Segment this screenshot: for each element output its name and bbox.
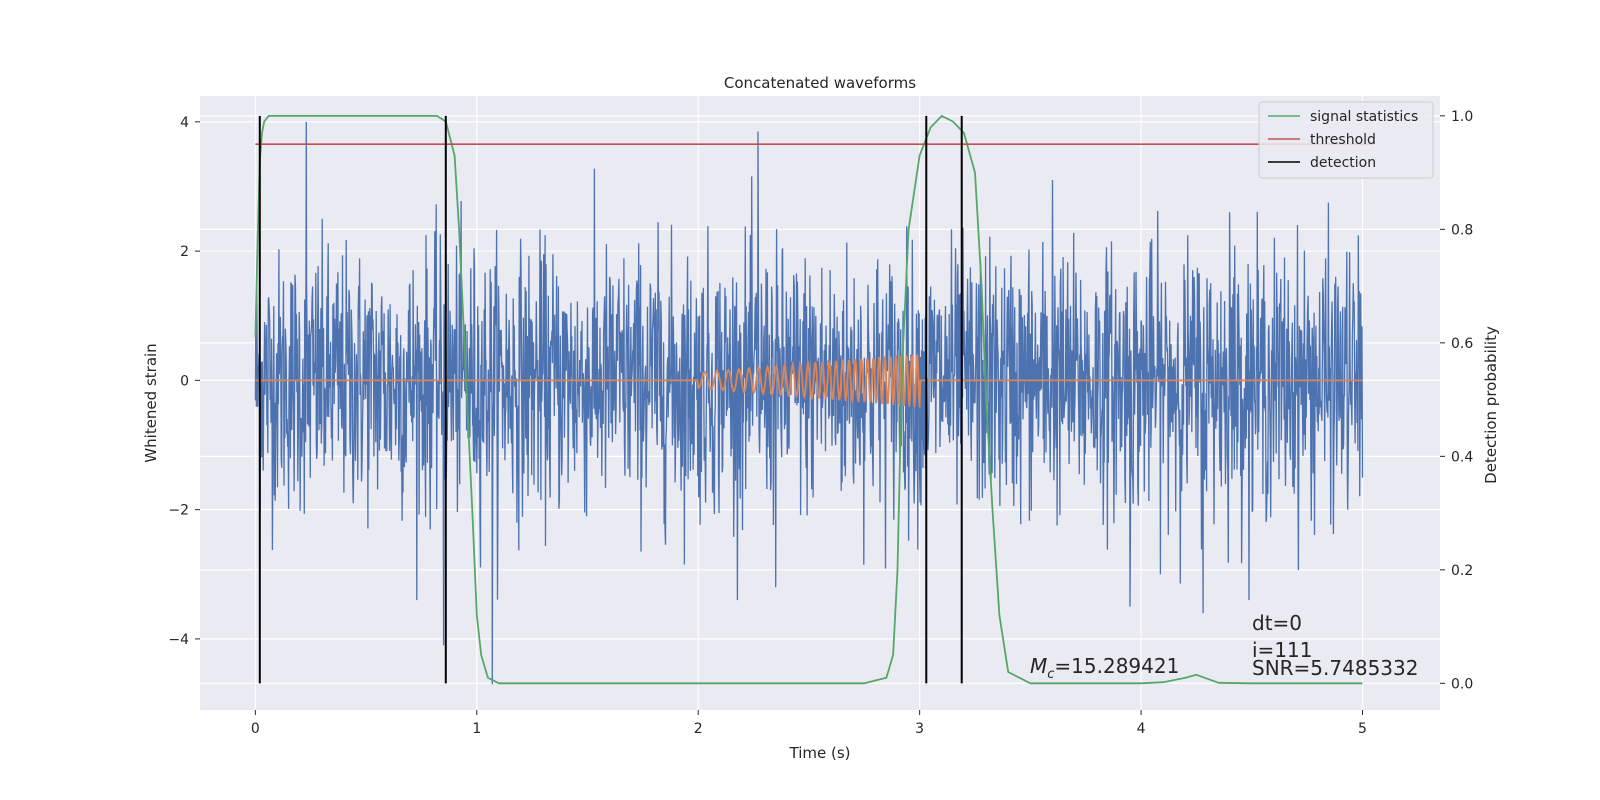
y-tick-label: 0 <box>180 373 189 389</box>
signal-statistics-series <box>254 115 1363 685</box>
y2-tick-label: 0.8 <box>1451 222 1473 238</box>
x-tick-label: 2 <box>694 721 703 737</box>
legend-box <box>1258 101 1434 179</box>
x-axis-label: Time (s) <box>789 744 851 762</box>
y-axis-label: Whitened strain <box>142 343 160 462</box>
y2-tick-label: 0.2 <box>1451 563 1473 579</box>
y-tick-label: −2 <box>168 503 189 519</box>
x-tick-label: 3 <box>915 721 924 737</box>
annotation-mc: Mc=15.289421 <box>1030 654 1179 682</box>
detection-series <box>258 115 963 684</box>
annotation-mc-subscript: c <box>1047 667 1054 682</box>
x-tick-label: 4 <box>1137 721 1146 737</box>
legend-label-signal-statistics: signal statistics <box>1310 109 1418 125</box>
x-tick-label: 5 <box>1358 721 1367 737</box>
axis-ticks: 0 1 2 3 4 5 −4 −2 0 2 4 0.0 0.2 0.4 0.6 0.8 1.0 <box>168 109 1473 737</box>
y2-tick-label: 1.0 <box>1451 109 1473 125</box>
x-tick-label: 0 <box>251 721 260 737</box>
x-tick-label: 1 <box>472 721 481 737</box>
y-tick-label: 2 <box>180 244 189 260</box>
legend: signal statistics threshold detection <box>1258 101 1434 179</box>
legend-label-threshold: threshold <box>1310 132 1376 148</box>
chart-title: Concatenated waveforms <box>724 74 916 92</box>
y-tick-label: −4 <box>168 632 189 648</box>
strain-line <box>254 121 1364 685</box>
y2-tick-label: 0.6 <box>1451 336 1473 352</box>
annotation-mc-symbol: M <box>1030 654 1047 678</box>
annotation-mc-value: =15.289421 <box>1054 654 1179 678</box>
waveform-series <box>255 353 1363 408</box>
y2-axis-label: Detection probability <box>1482 326 1500 484</box>
y2-tick-label: 0.4 <box>1451 449 1473 465</box>
strain-series <box>254 121 1364 685</box>
annotation-dt: dt=0 <box>1252 611 1302 635</box>
y-tick-label: 4 <box>180 115 189 131</box>
annotation-snr: SNR=5.7485332 <box>1252 656 1418 680</box>
waveform-line <box>255 353 1363 408</box>
y2-tick-label: 0.0 <box>1451 676 1473 692</box>
annotation-i: i=111 <box>1252 638 1313 662</box>
legend-label-detection: detection <box>1310 155 1376 171</box>
signal-statistics-line <box>254 115 1363 685</box>
